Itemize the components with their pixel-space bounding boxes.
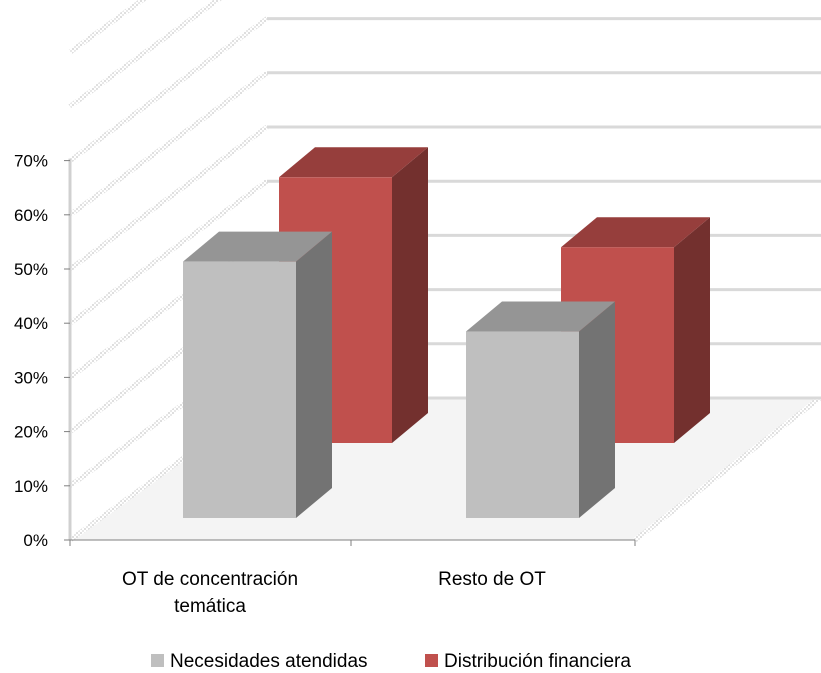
y-tick-label: 30% bbox=[14, 368, 48, 387]
gridline-side bbox=[68, 124, 269, 272]
y-tick-label: 0% bbox=[23, 531, 48, 550]
legend-label: Necesidades atendidas bbox=[170, 651, 368, 672]
category-label-line: OT de concentración bbox=[122, 569, 298, 590]
bar-front-series bbox=[183, 231, 332, 518]
floor-plane bbox=[70, 398, 820, 540]
bar-top-face bbox=[466, 301, 615, 332]
category-label-line: Resto de OT bbox=[438, 569, 546, 590]
bar-side-face bbox=[392, 147, 428, 444]
gridline-side bbox=[68, 179, 269, 326]
y-tick-label: 70% bbox=[14, 152, 48, 171]
legend-swatch bbox=[151, 654, 164, 667]
bar-front-face bbox=[466, 331, 579, 518]
chart-floor bbox=[70, 396, 821, 542]
y-axis-tick-labels: 0% 10% 20% 30% 40% 50% 60% 70% bbox=[14, 152, 48, 550]
y-tick-label: 50% bbox=[14, 260, 48, 279]
bar-top-face bbox=[183, 231, 332, 262]
axes bbox=[64, 158, 636, 546]
bar-side-face bbox=[579, 301, 615, 518]
x-axis-category-labels: OT de concentración temática Resto de OT bbox=[122, 569, 546, 617]
y-tick-label: 10% bbox=[14, 477, 48, 496]
bars bbox=[183, 147, 710, 518]
gridline-side bbox=[68, 0, 147, 55]
bar-side-face bbox=[674, 217, 710, 443]
category-label-line: temática bbox=[174, 596, 246, 617]
y-tick-label: 20% bbox=[14, 423, 48, 442]
gridline-side bbox=[68, 0, 222, 109]
bar-front-face bbox=[183, 261, 296, 518]
y-tick-label: 40% bbox=[14, 314, 48, 333]
gridline-side bbox=[68, 70, 269, 217]
gridline-side bbox=[68, 16, 269, 163]
legend-label: Distribución financiera bbox=[444, 651, 631, 672]
legend: Necesidades atendidas Distribución finan… bbox=[151, 651, 631, 672]
floor-right-edge bbox=[633, 396, 821, 542]
bar-top-face bbox=[561, 217, 710, 248]
bar-front-series bbox=[466, 301, 615, 518]
bar-top-face bbox=[279, 147, 428, 178]
y-tick-label: 60% bbox=[14, 206, 48, 225]
bar-side-face bbox=[296, 231, 332, 518]
legend-swatch bbox=[425, 654, 438, 667]
